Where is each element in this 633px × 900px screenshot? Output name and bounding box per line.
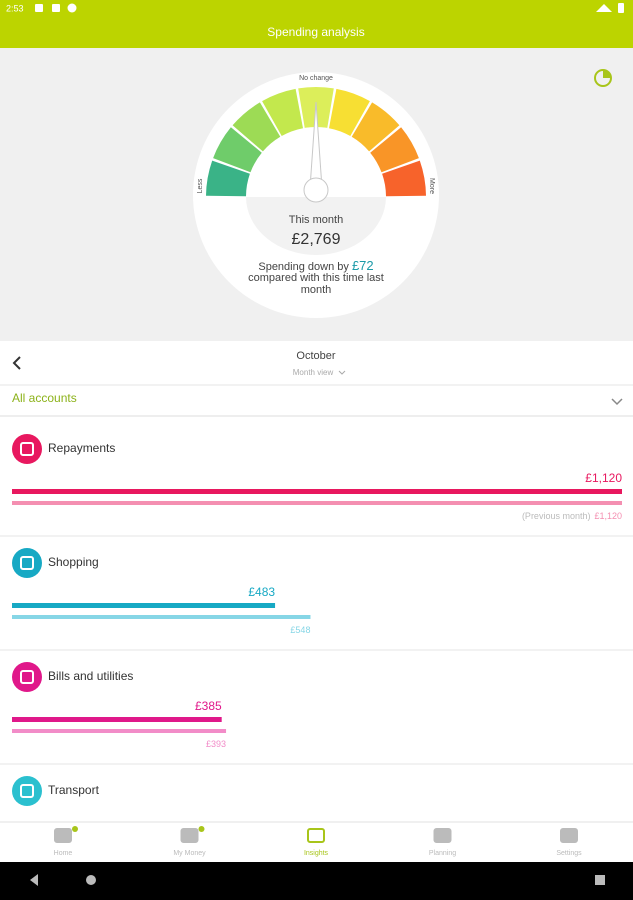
gauge-segment (232, 102, 281, 152)
back-button[interactable] (12, 356, 21, 370)
gauge-segment (213, 127, 262, 173)
category-glyph (20, 442, 34, 456)
battery-icon (618, 3, 624, 13)
account-filter[interactable]: All accounts (12, 391, 77, 405)
nav-label[interactable]: Home (54, 850, 73, 857)
nav-badge (72, 826, 78, 832)
category-name: Transport (48, 783, 100, 797)
nav-label[interactable]: My Money (173, 850, 206, 857)
summary-suffix-box: compared with this time last month (248, 272, 384, 296)
previous-bar (12, 501, 622, 505)
previous-bar (12, 615, 311, 619)
nav-icon[interactable] (560, 828, 578, 843)
account-chevron[interactable] (611, 398, 623, 406)
gauge-center (246, 197, 386, 255)
gauge-segment (351, 102, 400, 152)
gauge-right-label: More (428, 178, 435, 194)
category-list: Repayments£1,120(Previous month) £1,120Sh… (0, 434, 633, 806)
total-amount: £2,769 (292, 231, 341, 248)
category-glyph (20, 670, 34, 684)
category-name: Bills and utilities (48, 669, 133, 683)
view-chevron[interactable] (338, 370, 346, 375)
nav-icon[interactable] (307, 828, 325, 843)
gauge-segment (382, 160, 426, 197)
category-icon (12, 662, 42, 692)
status-time: 2:53 (6, 3, 24, 13)
current-amount: £483 (248, 585, 275, 599)
current-bar (12, 489, 622, 494)
pie-icon-slice[interactable] (603, 70, 611, 78)
period-label: This month (289, 214, 343, 226)
system-home[interactable] (86, 875, 96, 885)
current-amount: £1,120 (585, 471, 622, 485)
summary-line: Spending down by £72 (258, 258, 373, 273)
system-nav (0, 862, 633, 900)
gauge-segment (262, 88, 303, 136)
category-glyph (20, 784, 34, 798)
view-selector[interactable]: Month view (293, 368, 334, 377)
previous-value: £1,120 (594, 511, 622, 521)
gauge-segment (206, 160, 250, 197)
gauge-left-label: Less (197, 178, 204, 193)
chart-type-button[interactable] (594, 69, 612, 87)
status-icon (52, 4, 60, 12)
category-icon (12, 776, 42, 806)
previous-amount: (Previous month) £1,120 (522, 511, 622, 521)
gauge-segment (370, 127, 419, 173)
category-name: Repayments (48, 441, 115, 455)
nav-label[interactable]: Planning (429, 850, 456, 857)
current-amount: £385 (195, 699, 222, 713)
nav-icon[interactable] (433, 828, 452, 843)
category-icon (12, 548, 42, 578)
summary-prefix: Spending down by (258, 261, 349, 273)
system-recents[interactable] (595, 875, 605, 885)
nav-label[interactable]: Settings (556, 850, 582, 857)
previous-value: £548 (290, 625, 310, 635)
nav-badge (198, 826, 205, 832)
previous-bar (12, 729, 227, 733)
nav-label[interactable]: Insights (304, 850, 329, 857)
month-label: October (296, 350, 335, 362)
nav-icon[interactable] (180, 828, 199, 843)
previous-amount: £548 (290, 625, 310, 635)
summary-suffix: compared with this time last month (248, 272, 384, 296)
previous-value: £393 (206, 739, 226, 749)
needle-hub (303, 177, 329, 203)
gauge-segment (329, 88, 370, 136)
category-name: Shopping (48, 555, 99, 569)
gauge-top-label: No change (299, 75, 333, 82)
current-bar (12, 603, 276, 608)
previous-note: (Previous month) (522, 511, 591, 521)
category-icon (12, 434, 42, 464)
screen-title: Spending analysis (267, 25, 364, 39)
system-back[interactable] (30, 874, 38, 886)
current-bar (12, 717, 222, 722)
app-bar (0, 0, 633, 48)
wifi-icon (596, 4, 612, 12)
status-icon (35, 4, 43, 12)
category-glyph (20, 556, 34, 570)
nav-items: Home My Money Insights Planning Settings (54, 826, 582, 857)
status-icon (67, 3, 77, 13)
previous-amount: £393 (206, 739, 226, 749)
summary-amount: £72 (352, 258, 374, 273)
nav-icon[interactable] (54, 828, 72, 843)
